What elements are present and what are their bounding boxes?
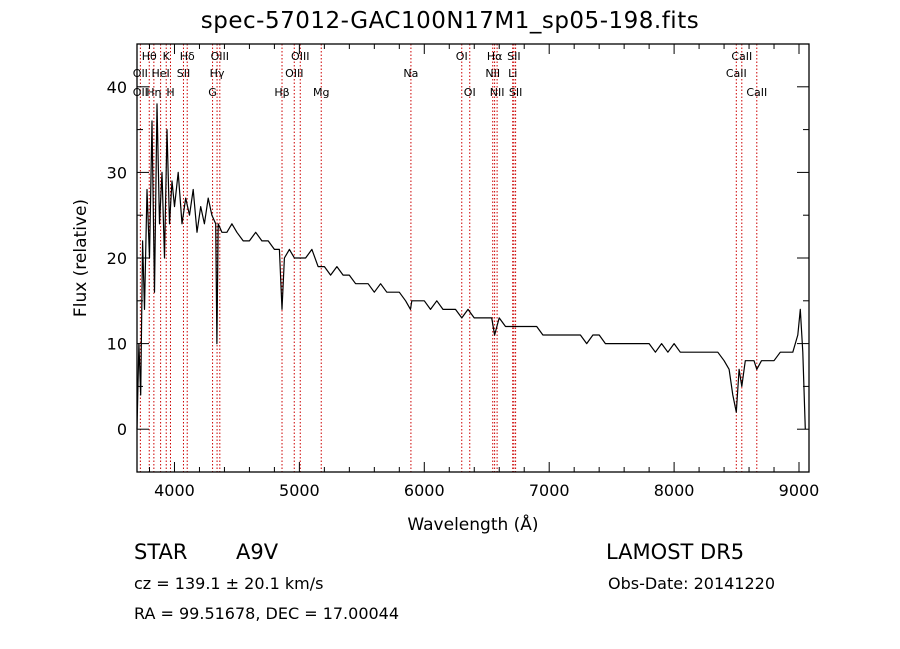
line-label-24: SII: [509, 86, 522, 99]
line-label-25: CaII: [731, 50, 752, 63]
line-label-22: SII: [507, 50, 520, 63]
line-label-15: Mg: [313, 86, 329, 99]
y-axis: 0 10 20 30 40: [107, 43, 809, 473]
x-tick-label-2: 6000: [404, 481, 445, 500]
line-label-6: H: [166, 86, 174, 99]
x-axis-label: Wavelength (Å): [407, 513, 538, 535]
coordinates: RA = 99.51678, DEC = 17.00044: [134, 604, 400, 623]
line-label-8: SII: [177, 67, 190, 80]
spectrum-series-line: [136, 103, 806, 430]
observation-date: Obs-Date: 20141220: [608, 574, 776, 593]
x-tick-label-0: 4000: [154, 481, 195, 500]
x-tick-label-1: 5000: [279, 481, 320, 500]
line-label-1: OII: [133, 67, 148, 80]
y-tick-label-3: 30: [107, 163, 127, 182]
y-tick-label-4: 40: [107, 78, 127, 97]
plot-frame: [136, 43, 810, 473]
line-label-20: NII: [485, 67, 500, 80]
line-label-21: NII: [490, 86, 505, 99]
object-subclass: A9V: [236, 540, 279, 564]
survey-name: LAMOST DR5: [606, 540, 745, 564]
y-axis-label: Flux (relative): [71, 199, 91, 317]
line-label-14: OIII: [285, 67, 303, 80]
line-label-9: OIII: [211, 50, 229, 63]
x-axis: 4000 5000 6000 7000 8000 9000: [148, 44, 820, 500]
redshift-velocity: cz = 139.1 ± 20.1 km/s: [134, 574, 324, 593]
line-label-5: HeI: [151, 67, 169, 80]
x-tick-label-4: 8000: [654, 481, 695, 500]
line-label-26: CaII: [726, 67, 747, 80]
line-label-3: Hη: [146, 86, 161, 99]
line-label-7: Hδ: [180, 50, 195, 63]
object-class: STAR: [134, 540, 188, 564]
line-label-11: G: [208, 86, 217, 99]
x-tick-label-5: 9000: [779, 481, 820, 500]
x-tick-label-3: 7000: [529, 481, 570, 500]
line-label-19: Hα: [487, 50, 503, 63]
y-tick-label-0: 0: [117, 420, 127, 439]
line-label-17: OI: [456, 50, 468, 63]
line-label-18: OI: [464, 86, 476, 99]
line-label-12: Hβ: [274, 86, 289, 99]
line-label-13: OIII: [291, 50, 309, 63]
y-tick-label-1: 10: [107, 335, 127, 354]
line-label-10: Hγ: [210, 67, 225, 80]
chart-title: spec-57012-GAC100N17M1_sp05-198.fits: [200, 8, 700, 34]
line-label-23: Li: [508, 67, 517, 80]
y-tick-label-2: 20: [107, 249, 127, 268]
line-label-4: K: [163, 50, 171, 63]
line-label-16: Na: [403, 67, 418, 80]
spectral-line-markers: [139, 44, 758, 472]
line-label-0: Hθ: [142, 50, 157, 63]
line-label-27: CaII: [746, 86, 767, 99]
